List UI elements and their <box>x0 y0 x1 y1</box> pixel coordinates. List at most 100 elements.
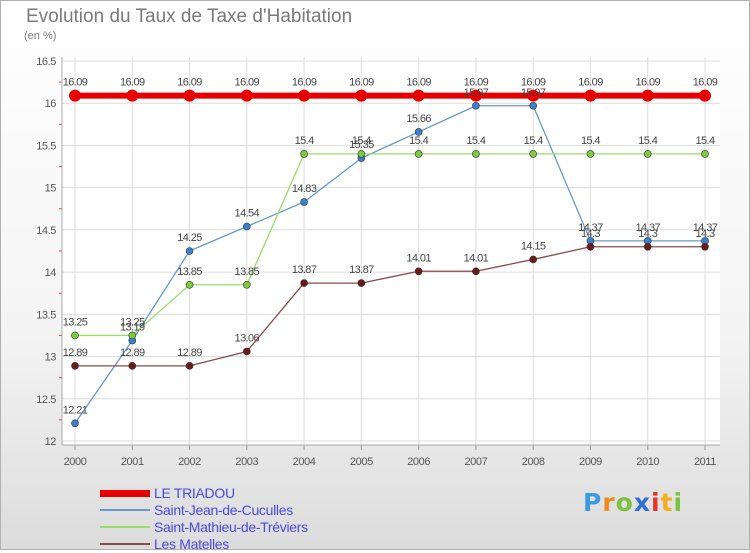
data-point <box>527 89 540 102</box>
data-point <box>71 362 79 370</box>
data-point <box>643 150 652 158</box>
data-label: 16.09 <box>177 77 202 89</box>
legend-label: LE TRIADOU <box>154 485 235 501</box>
data-label: 14.3 <box>695 228 714 240</box>
data-label: 15.4 <box>352 135 371 147</box>
data-label: 16.09 <box>521 77 546 89</box>
data-label: 12.89 <box>63 347 88 359</box>
data-label: 16.09 <box>406 77 431 89</box>
y-tick-label: 12 <box>45 436 57 448</box>
logo-letter: P <box>583 488 603 517</box>
data-label: 14.25 <box>177 232 202 244</box>
data-label: 16.09 <box>120 77 145 89</box>
data-point <box>412 89 425 102</box>
data-point <box>529 150 537 158</box>
data-point <box>243 222 251 231</box>
series-line <box>75 246 705 367</box>
data-point <box>355 89 368 102</box>
data-label: 16.09 <box>693 77 718 89</box>
data-label: 16.09 <box>349 77 374 89</box>
y-tick-label: 13 <box>45 352 57 364</box>
data-point <box>240 89 253 102</box>
y-tick-label: 15 <box>45 183 57 195</box>
data-label: 15.97 <box>521 87 546 99</box>
data-label: 14.3 <box>581 228 600 240</box>
data-point <box>298 89 311 102</box>
data-label: 16.09 <box>464 77 489 89</box>
data-point <box>243 280 251 289</box>
legend-swatch <box>100 543 150 545</box>
data-label: 12.89 <box>120 347 145 359</box>
data-label: 16.09 <box>292 77 317 89</box>
data-point <box>300 279 308 287</box>
data-label: 16.09 <box>235 77 260 89</box>
series-line <box>74 105 705 424</box>
x-tick-label: 2005 <box>350 456 373 468</box>
data-point <box>300 150 308 158</box>
data-label: 12.89 <box>177 347 202 359</box>
data-point <box>71 419 79 428</box>
x-tick-label: 2001 <box>121 456 144 468</box>
x-tick-label: 2002 <box>178 456 201 468</box>
x-tick-label: 2003 <box>235 456 258 468</box>
y-tick-label: 14.5 <box>36 225 56 237</box>
logo-letter: i <box>651 488 661 517</box>
logo-letter: x <box>633 488 651 517</box>
data-point <box>701 150 709 158</box>
legend-swatch <box>100 509 150 511</box>
plot-area <box>62 57 720 445</box>
data-point <box>472 267 480 276</box>
x-tick-label: 2007 <box>464 456 487 468</box>
data-label: 15.4 <box>695 135 714 147</box>
data-point <box>586 150 595 158</box>
x-tick-label: 2004 <box>293 456 316 468</box>
data-point <box>701 242 709 251</box>
data-label: 15.4 <box>466 135 485 147</box>
data-label: 15.4 <box>524 135 543 147</box>
legend-swatch <box>100 490 150 497</box>
y-tick-label: 13.5 <box>36 309 56 321</box>
data-label: 16.09 <box>578 77 603 89</box>
data-point <box>128 331 137 340</box>
data-label: 14.3 <box>638 228 657 240</box>
legend-swatch <box>100 526 150 528</box>
data-label: 16.09 <box>635 77 660 89</box>
x-tick-label: 2009 <box>579 456 602 468</box>
y-tick-label: 15.5 <box>36 140 56 152</box>
data-point <box>641 89 654 102</box>
data-point <box>469 89 482 102</box>
x-tick-label: 2010 <box>636 456 659 468</box>
data-label: 16.09 <box>63 77 88 89</box>
data-point <box>71 331 79 340</box>
logo-letter: t <box>660 488 674 517</box>
data-label: 13.85 <box>177 266 202 278</box>
legend-label: Saint-Jean-de-Cuculles <box>154 502 293 518</box>
data-label: 15.4 <box>295 135 314 147</box>
legend-label: Les Matelles <box>154 536 229 552</box>
data-label: 15.35 <box>349 139 374 151</box>
logo-letter: o <box>615 488 634 517</box>
data-label: 13.06 <box>235 332 260 344</box>
data-label: 15.97 <box>464 87 489 99</box>
data-point <box>357 279 366 287</box>
data-label: 14.15 <box>521 240 546 252</box>
chart-subtitle: (en %) <box>24 30 57 42</box>
data-point <box>529 255 537 264</box>
data-point <box>472 101 480 110</box>
data-label: 13.85 <box>235 266 260 278</box>
data-label: 15.4 <box>581 135 600 147</box>
x-tick-label: 2008 <box>522 456 545 468</box>
data-point <box>414 267 423 276</box>
legend-label: Saint-Mathieu-de-Tréviers <box>154 519 308 535</box>
data-point <box>586 242 595 251</box>
data-point <box>185 280 194 289</box>
data-label: 14.37 <box>693 222 718 234</box>
series-line <box>75 153 705 337</box>
logo-letter: i <box>673 488 684 517</box>
data-point <box>300 198 308 206</box>
data-point <box>185 247 194 255</box>
data-label: 13.87 <box>292 264 317 276</box>
data-point <box>472 150 480 158</box>
data-label: 14.01 <box>464 252 489 264</box>
data-label: 14.37 <box>578 222 603 234</box>
